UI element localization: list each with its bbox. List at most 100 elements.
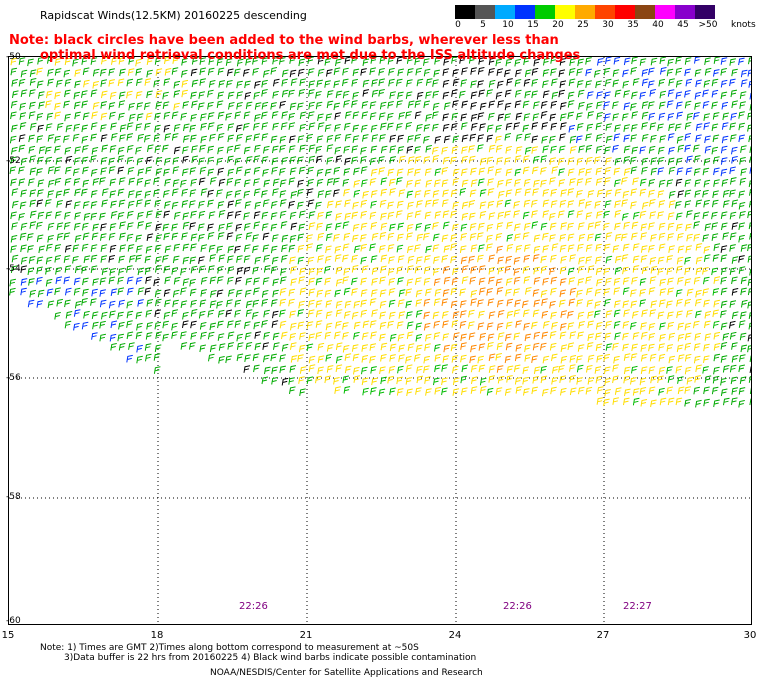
wind-barb [658,78,665,87]
wind-barb [389,333,397,342]
wind-barb [595,122,603,130]
wind-barb [308,277,315,286]
wind-barb [297,321,305,330]
wind-barb [272,188,279,196]
wind-barb [397,91,404,100]
wind-barb [99,299,107,308]
wind-barb [344,199,351,207]
wind-barb [496,199,504,208]
wind-barb [604,113,611,121]
wind-barb [11,146,18,155]
wind-barb [650,134,657,143]
wind-barb [227,276,234,285]
wind-barb [641,266,649,274]
wind-barb [334,146,342,155]
wind-barb [585,133,592,141]
wind-barb [154,344,162,352]
wind-barb [74,201,81,209]
wind-barb [81,100,88,109]
wind-barb [504,355,512,364]
wind-barb [396,123,403,131]
wind-barb [658,179,666,188]
wind-barb [504,265,512,274]
wind-barb [45,211,53,219]
wind-barb [360,256,367,265]
wind-barb [326,144,334,152]
lat-label-58: -58 [6,492,21,502]
wind-barb [577,278,585,286]
wind-barb [209,254,216,262]
wind-barb [569,146,577,154]
wind-barb [117,78,125,87]
wind-barb [605,277,612,286]
wind-barb [190,309,198,317]
wind-barb [477,355,484,364]
wind-barb [560,255,567,264]
wind-barb [198,91,205,99]
wind-barb [405,300,412,309]
wind-barb [577,58,584,67]
wind-barb [469,189,477,198]
wind-barb [298,344,306,353]
wind-barb [56,232,64,241]
wind-barb [514,299,521,308]
wind-barb [551,321,558,330]
wind-barb [414,190,422,198]
wind-barb [245,156,253,164]
wind-barb [271,320,279,328]
wind-barb [244,354,251,362]
wind-barb [198,265,206,274]
wind-barb [713,276,721,284]
wind-barb [261,190,268,198]
wind-barb [514,168,522,177]
wind-barb [236,91,243,99]
wind-barb [452,178,460,186]
wind-barb [479,189,487,197]
wind-barb [558,168,565,176]
wind-barb [523,254,530,263]
wind-barb [684,267,691,275]
wind-barb [109,310,116,319]
wind-barb [20,89,28,97]
wind-barb [731,100,738,108]
wind-barb [82,67,90,75]
wind-barb [36,168,43,176]
wind-barb [540,179,547,188]
wind-barb [272,289,279,298]
wind-barb [622,287,630,295]
wind-barb [297,354,304,362]
wind-barb [207,232,215,240]
wind-barb [109,91,117,100]
wind-barb [290,322,297,331]
wind-barb [54,244,62,252]
wind-barb [423,311,430,320]
wind-barb [667,321,674,330]
wind-barb [630,67,637,75]
wind-barb [684,200,692,208]
wind-barb [210,290,217,298]
wind-barb [523,276,531,284]
wind-barb [90,254,98,263]
wind-barb [29,69,37,77]
wind-barb [126,90,133,99]
wind-barb [181,79,189,88]
wind-barb [18,134,26,142]
wind-barb [585,200,592,209]
wind-barb [351,145,359,153]
wind-barb [432,155,439,163]
wind-barb [667,212,675,220]
wind-barb [695,289,702,298]
lon-label-24: 24 [448,630,462,641]
wind-barb [594,288,602,297]
wind-barb [378,156,385,164]
wind-barb [549,234,556,242]
wind-barb [614,89,622,98]
wind-barb [127,200,135,209]
wind-barb [135,146,142,155]
wind-barb [74,222,81,231]
wind-barb [234,144,241,152]
wind-barb [416,78,424,87]
wind-barb [279,298,287,307]
wind-barb [676,256,684,265]
wind-barb [288,200,295,209]
